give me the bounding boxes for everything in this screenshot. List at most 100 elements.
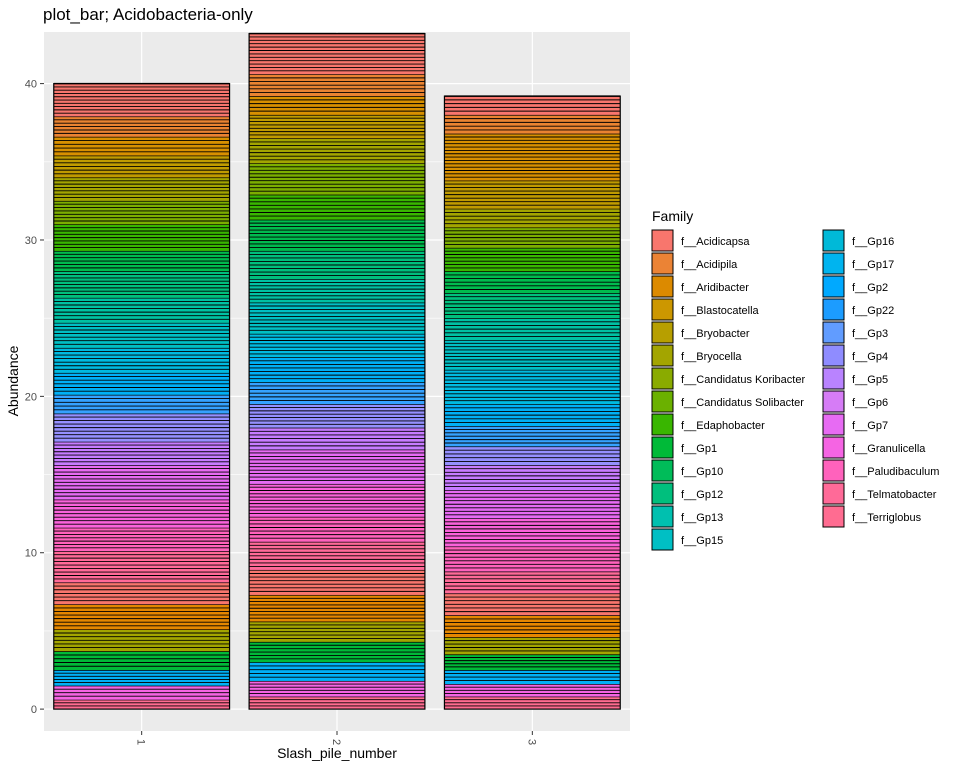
legend-swatch <box>822 252 845 275</box>
segment-fill <box>249 333 425 358</box>
bar-segment <box>249 278 425 303</box>
bar-segment <box>53 412 230 442</box>
legend-item: f__Acidipila <box>651 252 738 275</box>
legend-label: f__Gp13 <box>681 512 723 524</box>
bar-segment <box>53 176 230 201</box>
legend-label: f__Paludibaculum <box>852 466 939 478</box>
legend-swatch <box>651 528 674 551</box>
legend-label: f__Gp4 <box>852 351 888 363</box>
bar-segment <box>53 200 230 225</box>
segment-fill <box>53 441 230 466</box>
legend-item: f__Gp17 <box>822 252 894 275</box>
legend-label: f__Acidicapsa <box>681 236 750 248</box>
segment-fill <box>444 654 621 671</box>
segment-fill <box>249 680 425 697</box>
segment-fill <box>444 340 621 370</box>
bar-segment <box>444 403 621 427</box>
x-tick-label: 1 <box>135 739 147 745</box>
bar-segment <box>53 628 230 652</box>
bar-segment <box>249 641 425 663</box>
segment-fill <box>444 446 621 466</box>
legend-item: f__Gp6 <box>822 390 888 413</box>
bar-segment <box>444 669 621 685</box>
legend-swatch <box>822 390 845 413</box>
bar-segment <box>249 516 425 542</box>
bar-3 <box>443 95 621 710</box>
bar-segment <box>249 448 425 484</box>
bar-segment <box>53 669 230 686</box>
legend-label: f__Edaphobacter <box>681 420 765 432</box>
segment-fill <box>444 546 621 572</box>
legend-label: f__Gp12 <box>681 489 723 501</box>
bar-outline <box>443 95 621 710</box>
legend-item: f__Gp2 <box>822 275 888 298</box>
legend-item: f__Gp5 <box>822 367 888 390</box>
segment-fill <box>249 302 425 334</box>
legend-label: f__Aridibacter <box>681 282 749 294</box>
legend-item: f__Gp10 <box>651 459 723 482</box>
bar-segment <box>249 541 425 570</box>
legend-swatch <box>822 344 845 367</box>
bar-segment <box>53 270 230 298</box>
segment-fill <box>249 194 425 220</box>
bar-segment <box>53 115 230 137</box>
bar-segment <box>249 680 425 697</box>
legend-item: f__Gp12 <box>651 482 723 505</box>
legend-label: f__Blastocatella <box>681 305 760 317</box>
legend-swatch <box>651 436 674 459</box>
y-axis-title: Abundance <box>5 345 21 416</box>
legend-swatch <box>651 482 674 505</box>
legend-label: f__Terriglobus <box>852 512 922 524</box>
segment-fill <box>444 208 621 228</box>
bar-segment <box>249 32 425 75</box>
bar-segment <box>444 592 621 616</box>
bar-segment <box>444 226 621 248</box>
segment-fill <box>444 247 621 272</box>
legend-item: f__Candidatus Koribacter <box>651 367 805 390</box>
segment-fill <box>53 394 230 414</box>
bar-segment <box>249 620 425 642</box>
legend-item: f__Gp3 <box>822 321 888 344</box>
bar-segment <box>53 603 230 630</box>
x-axis-title: Slash_pile_number <box>277 745 397 761</box>
legend-item: f__Blastocatella <box>651 298 760 321</box>
segment-fill <box>53 527 230 552</box>
y-tick-label: 30 <box>25 235 37 247</box>
bar-segment <box>444 317 621 341</box>
bar-segment <box>53 154 230 178</box>
legend-item: f__Terriglobus <box>822 505 922 528</box>
bar-segment <box>53 650 230 671</box>
segment-fill <box>249 114 425 139</box>
legend-item: f__Gp22 <box>822 298 894 321</box>
legend-swatch <box>822 367 845 390</box>
segment-fill <box>53 200 230 225</box>
bar-segment <box>444 208 621 228</box>
legend-title: Family <box>652 208 693 224</box>
legend-item: f__Paludibaculum <box>822 459 939 482</box>
bar-segment <box>444 683 621 697</box>
legend-label: f__Gp3 <box>852 328 888 340</box>
segment-fill <box>249 138 425 164</box>
bar-segment <box>444 614 621 638</box>
x-axis: 1 2 3 <box>135 731 537 745</box>
legend-item: f__Telmatobacter <box>822 482 937 505</box>
legend-swatch <box>651 298 674 321</box>
bar-segment <box>53 372 230 395</box>
bar-segment <box>53 550 230 583</box>
segment-fill <box>249 219 425 251</box>
bar-segment <box>444 95 621 115</box>
segment-fill <box>444 465 621 491</box>
segment-fill <box>249 404 425 428</box>
bar-segment <box>249 695 425 710</box>
segment-fill <box>53 551 230 583</box>
chart-title: plot_bar; Acidobacteria-only <box>43 5 253 24</box>
segment-fill <box>444 293 621 319</box>
legend-item: f__Gp13 <box>651 505 723 528</box>
y-tick-label: 20 <box>25 391 37 403</box>
bar-segment <box>444 369 621 405</box>
legend-swatch <box>651 413 674 436</box>
legend-swatch <box>651 367 674 390</box>
bar-outline <box>248 32 426 710</box>
bar-segment <box>444 464 621 491</box>
